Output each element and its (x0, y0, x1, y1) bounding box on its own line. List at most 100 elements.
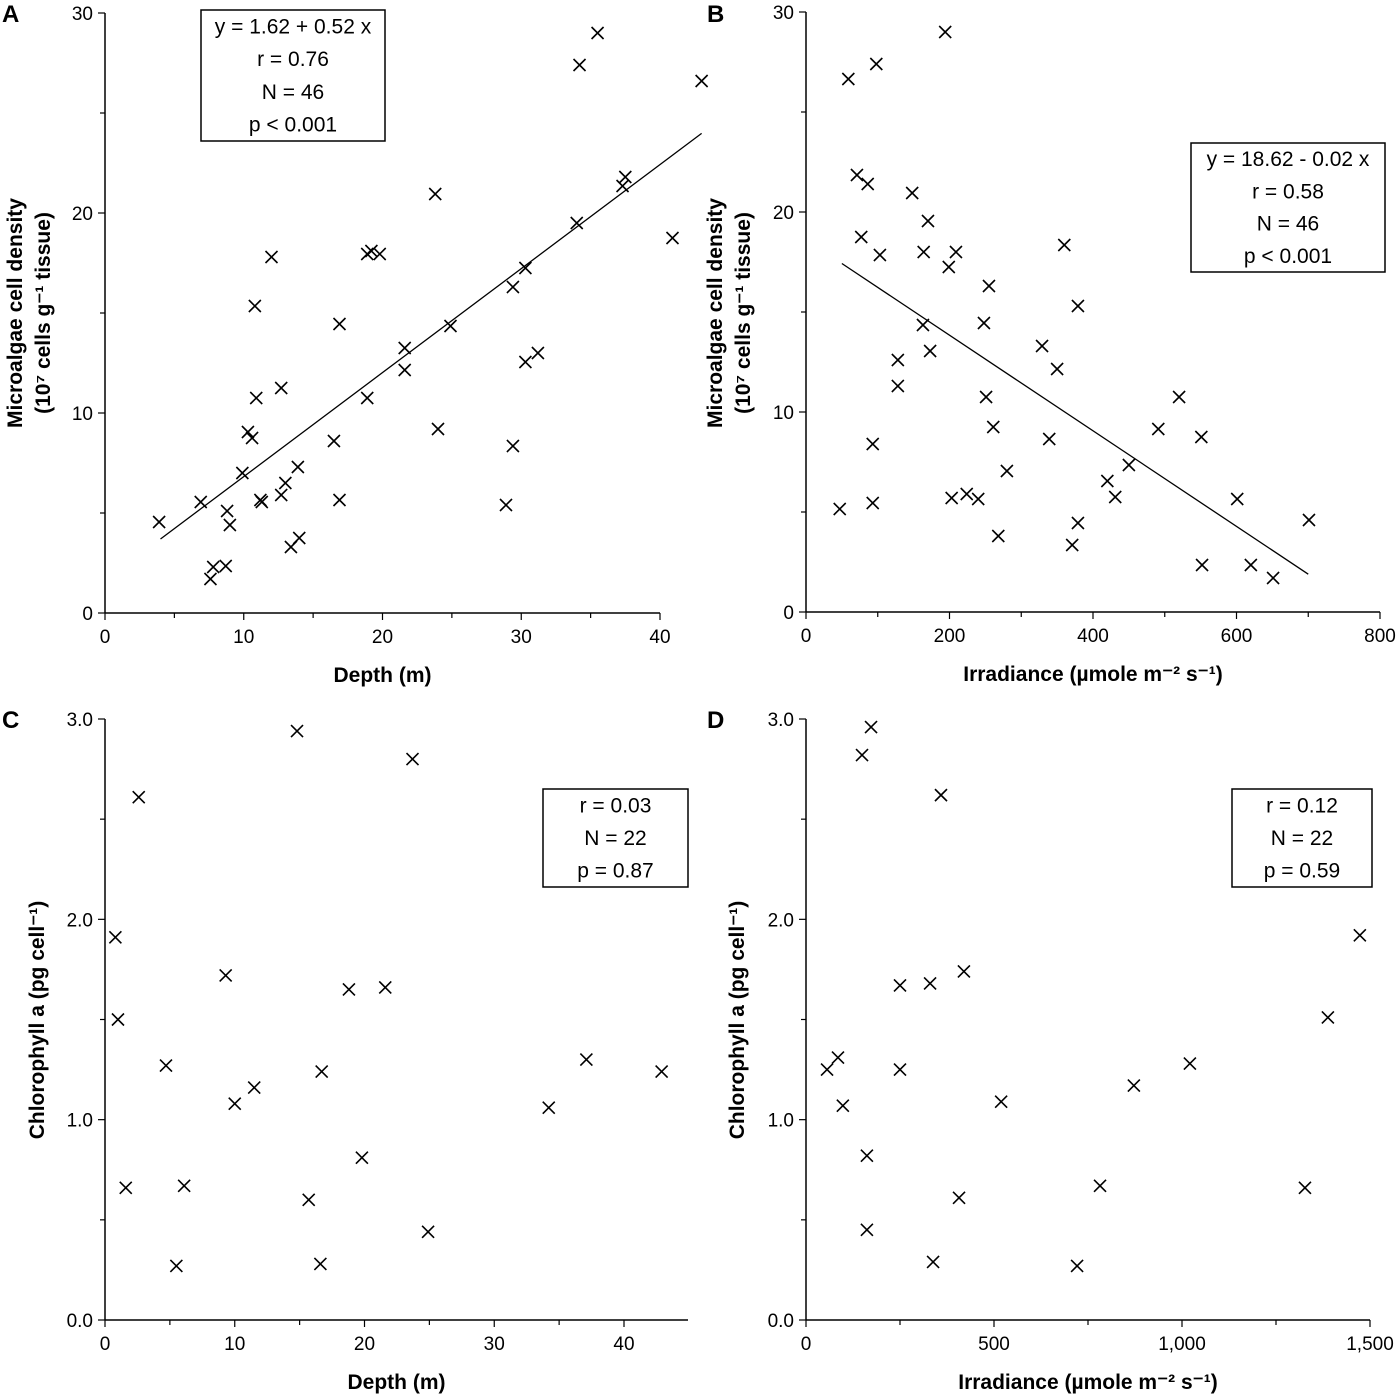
data-point (1108, 490, 1122, 504)
data-point (108, 930, 122, 944)
x-tick-label: 30 (484, 1334, 505, 1355)
data-point (979, 390, 993, 404)
data-point (982, 279, 996, 293)
data-point (926, 1255, 940, 1269)
y-tick-label: 0 (783, 603, 794, 624)
data-point (1127, 1079, 1141, 1093)
data-point (952, 1191, 966, 1205)
x-tick-label: 1,000 (1158, 1334, 1206, 1355)
data-point (219, 968, 233, 982)
x-tick-label: 20 (354, 1334, 375, 1355)
data-point (177, 1179, 191, 1193)
data-point (921, 214, 935, 228)
data-point (152, 515, 166, 529)
panel-letter: C (2, 707, 19, 734)
x-tick-label: 200 (934, 626, 966, 647)
data-point (206, 560, 220, 574)
x-tick-label: 1,500 (1346, 1334, 1394, 1355)
x-axis-title: Depth (m) (348, 1371, 446, 1394)
stats-line: y = 1.62 + 0.52 x (215, 15, 372, 38)
x-tick-label: 800 (1364, 626, 1396, 647)
y-axis-title: Microalgae cell density (4, 198, 27, 428)
data-point (274, 488, 288, 502)
stats-line: r = 0.03 (580, 794, 652, 817)
data-point (836, 1099, 850, 1113)
data-point (1093, 1179, 1107, 1193)
data-point (945, 491, 959, 505)
data-point (957, 964, 971, 978)
data-point (1298, 1181, 1312, 1195)
y-tick-label: 0 (82, 604, 93, 625)
y-tick-label: 20 (72, 204, 93, 225)
trendline (841, 262, 1309, 575)
data-point (398, 341, 412, 355)
x-axis-title: Irradiance (µmole m⁻² s⁻¹) (963, 663, 1223, 686)
y-axis-title: Microalgae cell density (704, 198, 727, 428)
data-point (1071, 516, 1085, 530)
data-point (159, 1059, 173, 1073)
x-tick-label: 20 (372, 627, 393, 648)
data-point (360, 247, 374, 261)
stats-line: r = 0.58 (1252, 180, 1324, 203)
data-point (431, 422, 445, 436)
data-point (923, 976, 937, 991)
stats-box (1231, 788, 1373, 888)
data-point (1353, 928, 1367, 942)
data-point (1244, 558, 1258, 572)
x-tick-label: 0 (100, 627, 111, 648)
data-point (290, 724, 304, 738)
y-tick-label: 20 (773, 203, 794, 224)
data-point (499, 498, 513, 512)
data-point (313, 1257, 327, 1271)
data-point (355, 1151, 369, 1165)
panel-letter: A (2, 1, 19, 28)
x-axis-title: Depth (m) (334, 664, 432, 687)
data-point (655, 1065, 669, 1079)
stats-line: N = 22 (584, 827, 646, 850)
panel-a: A 0 10 20 30 0 10 20 30 40 Depth (m) Microalgae cel… (2, 1, 709, 687)
data-point (327, 434, 341, 448)
data-point (1057, 238, 1071, 252)
stats-box (1190, 142, 1386, 273)
data-point (1035, 339, 1049, 353)
data-point (506, 280, 520, 294)
data-point (1172, 390, 1186, 404)
data-point (861, 177, 875, 191)
data-point (917, 245, 931, 259)
data-point (572, 58, 587, 72)
data-point (119, 1181, 133, 1195)
data-point (869, 57, 883, 71)
data-point (531, 346, 545, 360)
trendline (160, 132, 703, 540)
data-point (864, 720, 878, 734)
x-tick-label: 10 (224, 1334, 245, 1355)
data-point (891, 353, 905, 367)
y-tick-label: 30 (72, 4, 93, 25)
data-point (428, 187, 442, 201)
data-point (1151, 422, 1165, 436)
data-point (1000, 464, 1014, 478)
data-point (111, 1012, 125, 1027)
data-point (1065, 538, 1079, 552)
y-tick-label: 3.0 (67, 710, 93, 731)
data-point (223, 518, 237, 532)
x-tick-label: 600 (1221, 626, 1253, 647)
data-point (855, 748, 869, 762)
data-point (1100, 474, 1114, 488)
data-point (169, 1259, 183, 1273)
data-point (194, 495, 208, 509)
data-point (235, 466, 249, 480)
data-point (220, 504, 234, 518)
data-point (866, 437, 880, 451)
y-tick-label: 2.0 (768, 910, 794, 931)
x-tick-label: 400 (1077, 626, 1109, 647)
y-tick-label: 1.0 (768, 1111, 794, 1132)
data-point (831, 1050, 845, 1065)
panel-b: B 0 10 20 30 0 200 400 600 800 Irradiance (µmole m… (704, 1, 1396, 686)
stats-line: N = 46 (1257, 213, 1319, 236)
data-point (1194, 430, 1208, 444)
data-point (1321, 1010, 1335, 1025)
panel-letter: D (707, 707, 724, 734)
data-point (274, 381, 288, 395)
